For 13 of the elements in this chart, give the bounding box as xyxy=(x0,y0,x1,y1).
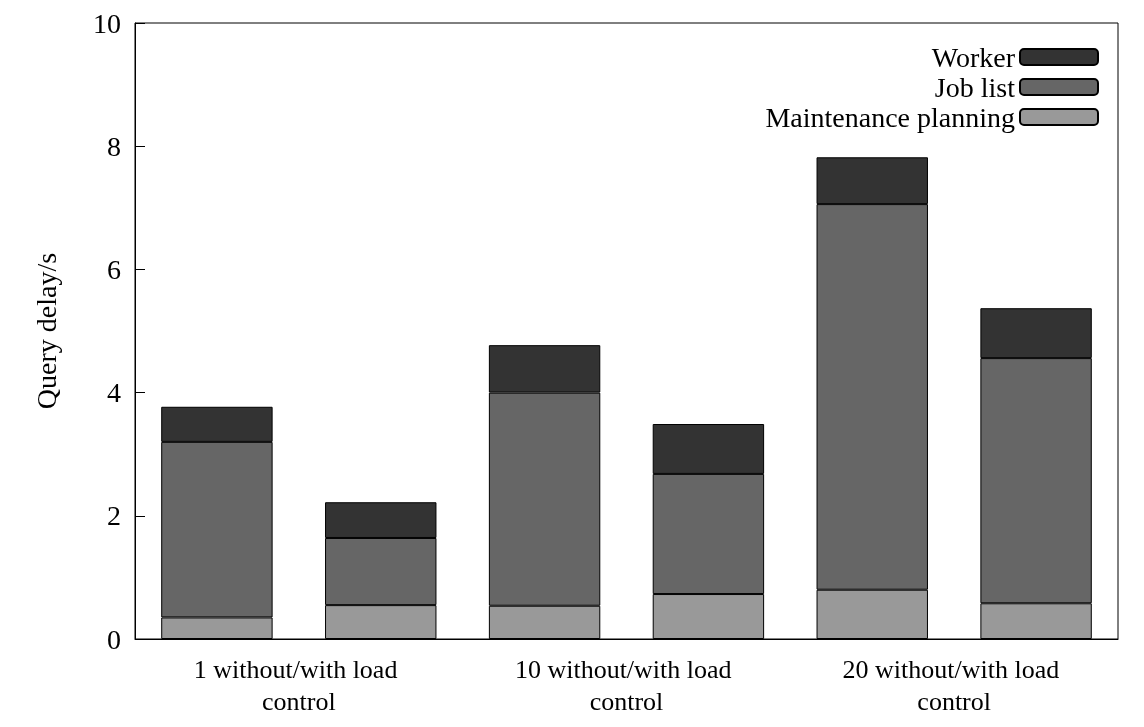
y-tick-label: 0 xyxy=(107,623,121,655)
legend-label: Job list xyxy=(934,71,1016,103)
y-tick-label: 8 xyxy=(107,130,121,162)
y-tick-label: 10 xyxy=(93,7,121,39)
text: 10 without/with load control xyxy=(514,654,739,716)
legend-label: Worker xyxy=(931,41,1016,73)
text: 20 without/with load control xyxy=(842,654,1066,716)
text: 1 without/with load control xyxy=(193,654,404,716)
y-tick-label: 6 xyxy=(107,253,121,285)
y-tick-label: 2 xyxy=(107,500,121,532)
y-tick-label: 4 xyxy=(107,377,121,409)
y-axis-title: Query delay/s xyxy=(30,252,62,410)
legend-label: Maintenance planning xyxy=(765,101,1015,133)
